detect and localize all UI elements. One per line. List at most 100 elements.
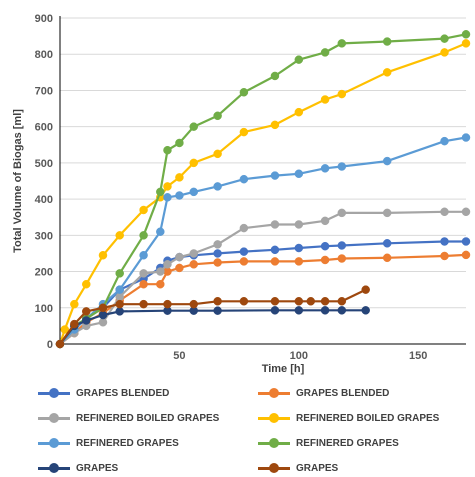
data-point	[163, 299, 172, 309]
data-point	[175, 252, 184, 262]
data-point	[139, 299, 148, 309]
data-point	[156, 267, 165, 276]
data-point	[270, 171, 280, 180]
data-point	[139, 251, 148, 260]
data-point	[156, 187, 165, 197]
data-point	[115, 269, 124, 278]
data-point	[440, 251, 449, 261]
data-point	[163, 182, 172, 191]
data-point	[163, 145, 172, 155]
data-point	[461, 133, 471, 142]
data-point	[239, 174, 249, 184]
data-point	[115, 292, 124, 302]
data-point	[270, 71, 280, 81]
data-point	[156, 279, 165, 289]
series-8	[55, 285, 370, 349]
gridlines	[60, 17, 466, 309]
data-point	[270, 120, 280, 130]
y-tick-label: 700	[35, 85, 53, 97]
legend-swatch	[258, 385, 290, 401]
data-point	[382, 68, 392, 77]
y-tick-label: 300	[35, 230, 53, 242]
data-point	[320, 255, 330, 265]
data-point	[337, 89, 347, 99]
data-point	[440, 207, 449, 217]
data-point	[156, 227, 165, 236]
data-point	[270, 297, 280, 306]
legend-swatch	[258, 410, 290, 426]
series-7	[55, 306, 370, 349]
data-point	[294, 169, 304, 179]
x-tick-label: 100	[290, 350, 308, 362]
legend-item: GRAPES	[38, 460, 118, 476]
y-tick-label: 100	[35, 303, 53, 315]
legend-label: REFINERED GRAPES	[76, 437, 179, 449]
legend-label: GRAPES	[76, 462, 119, 474]
data-point	[440, 237, 449, 246]
data-point	[294, 107, 304, 117]
data-point	[139, 269, 148, 278]
data-point	[361, 306, 370, 315]
data-point	[98, 310, 108, 320]
legend-item: GRAPES BLENDED	[258, 385, 389, 401]
data-point	[213, 240, 222, 249]
data-point	[270, 306, 280, 315]
data-point	[337, 39, 347, 48]
legend-swatch	[258, 460, 290, 476]
data-point	[294, 243, 304, 253]
data-point	[163, 260, 172, 269]
data-point	[213, 258, 222, 267]
data-point	[337, 241, 347, 250]
legend-label: REFINERED GRAPES	[296, 437, 399, 449]
legend-swatch	[38, 410, 70, 426]
data-point	[320, 48, 330, 57]
y-tick-label: 800	[35, 49, 53, 61]
data-point	[189, 158, 198, 168]
data-point	[294, 220, 304, 229]
data-point	[139, 231, 148, 240]
data-point	[461, 250, 471, 260]
data-point	[337, 162, 347, 171]
y-tick-label: 600	[35, 122, 53, 134]
data-point	[239, 223, 249, 233]
data-point	[239, 257, 249, 266]
data-point	[213, 249, 222, 258]
legend-swatch	[258, 435, 290, 451]
data-point	[461, 207, 471, 217]
data-point	[382, 156, 392, 166]
biogas-line-chart: 0 100 200 300 400 500 600 700 800 900 50 100 150 Tim…	[12, 13, 471, 375]
legend-swatch	[38, 460, 70, 476]
data-point	[82, 316, 91, 325]
data-point	[337, 208, 347, 218]
data-point	[239, 247, 249, 256]
legend-item: REFINERED GRAPES	[38, 435, 179, 451]
data-point	[361, 285, 370, 294]
legend-label: GRAPES BLENDED	[76, 387, 170, 399]
data-point	[320, 241, 330, 251]
legend-label: REFINERED BOILED GRAPES	[296, 412, 440, 424]
data-point	[320, 306, 330, 315]
data-point	[189, 260, 198, 269]
data-point	[440, 48, 449, 57]
data-point	[213, 149, 222, 159]
data-point	[382, 239, 392, 248]
data-point	[337, 254, 347, 263]
data-point	[115, 231, 124, 240]
series-line	[59, 288, 367, 345]
data-point	[461, 30, 471, 39]
data-point	[175, 173, 184, 182]
chart-legend: GRAPES BLENDED GRAPES BLENDED REFINERED BO…	[0, 380, 475, 477]
data-point	[294, 55, 304, 64]
data-point	[213, 182, 222, 191]
data-point	[294, 297, 304, 306]
legend-label: GRAPES BLENDED	[296, 387, 390, 399]
data-point	[82, 279, 91, 289]
x-axis-title: Time [h]	[262, 363, 305, 375]
data-point	[270, 257, 280, 266]
data-point	[98, 318, 108, 327]
data-point	[270, 220, 280, 229]
data-point	[239, 297, 249, 306]
data-point	[320, 297, 330, 306]
data-point	[82, 307, 91, 316]
data-point	[60, 325, 70, 334]
